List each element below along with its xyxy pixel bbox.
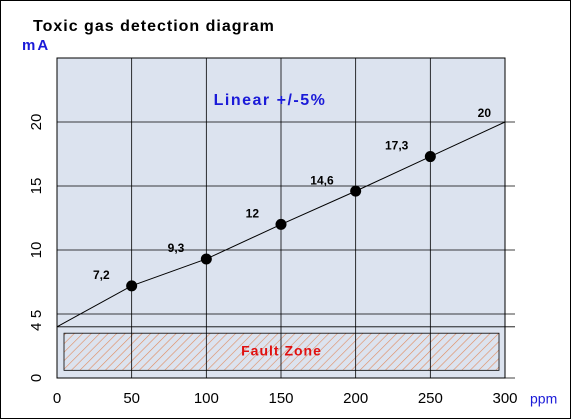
point [275,218,287,230]
data-label: 9,3 [168,241,185,255]
data-label: 17,3 [385,139,409,153]
y-tick-label: 10 [28,242,45,259]
point [126,280,138,292]
fault-zone [63,332,500,371]
x-tick-label: 150 [268,390,293,407]
point [350,185,362,197]
y-tick-label: 0 [28,374,45,382]
data-label: 20 [478,106,492,120]
y-tick-label: 15 [28,178,45,195]
y-tick-label: 20 [28,114,45,131]
x-axis-label: ppm [530,391,557,407]
data-label: 14,6 [310,173,334,187]
x-tick-label: 50 [123,390,140,407]
x-tick-label: 200 [343,390,368,407]
y-axis-label: mA [22,37,50,54]
x-tick-label: 0 [53,390,61,407]
point [200,253,212,265]
y-tick-label: 5 [28,310,45,318]
data-label: 7,2 [93,268,110,282]
point [424,151,436,163]
data-label: 12 [246,207,260,221]
x-tick-label: 100 [194,390,219,407]
y-tick-label: 4 [28,323,45,331]
annotation: Linear +/-5% [214,92,327,109]
chart-title: Toxic gas detection diagram [33,18,275,35]
fault-zone-label: Fault Zone [241,342,322,358]
x-tick-label: 250 [418,390,443,407]
x-tick-label: 300 [492,390,517,407]
